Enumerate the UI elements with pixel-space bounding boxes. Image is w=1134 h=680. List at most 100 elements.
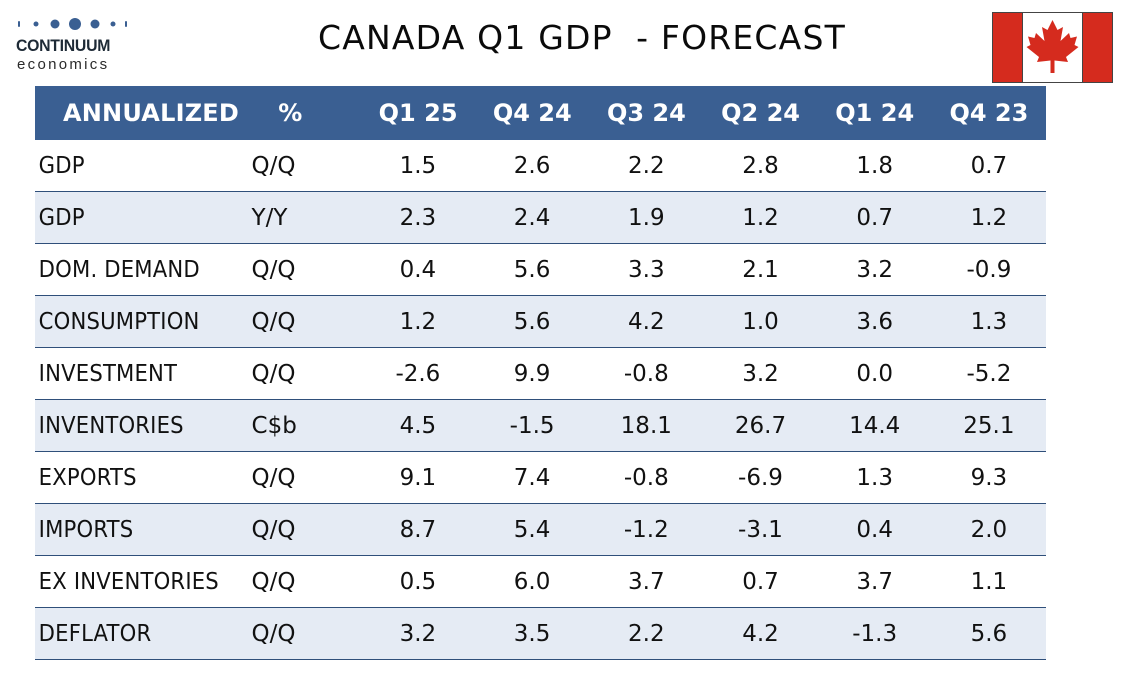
row-value: 0.4 — [856, 516, 893, 543]
row-value: 2.2 — [628, 152, 665, 179]
row-unit: Q/Q — [251, 620, 296, 647]
row-value: 0.7 — [742, 568, 779, 595]
table-row: GDP Q/Q 1.5 2.6 2.2 2.8 1.8 0.7 — [35, 140, 1046, 192]
row-value: 0.4 — [399, 256, 437, 283]
row-label: IMPORTS — [38, 516, 134, 543]
logo-name: CONTINUUM — [16, 36, 111, 55]
page-title: CANADA Q1 GDP - FORECAST — [318, 18, 846, 57]
row-value: 5.6 — [513, 308, 551, 335]
continuum-logo: CONTINUUM economics — [14, 14, 134, 76]
row-unit: Q/Q — [251, 516, 296, 543]
row-value: 3.6 — [856, 308, 893, 335]
row-value: 2.3 — [399, 204, 437, 231]
row-value: 1.8 — [856, 152, 893, 179]
table-row: INVENTORIES C$b 4.5 -1.5 18.1 26.7 14.4 25.1 — [35, 400, 1046, 452]
logo-subtitle: economics — [17, 56, 110, 73]
row-value: 9.1 — [399, 464, 437, 491]
row-value: 25.1 — [963, 412, 1015, 439]
row-value: 6.0 — [513, 568, 551, 595]
row-value: 1.5 — [399, 152, 437, 179]
row-value: 2.0 — [970, 516, 1008, 543]
row-value: 3.3 — [628, 256, 665, 283]
row-value: -0.9 — [966, 256, 1012, 283]
row-label: GDP — [38, 204, 85, 231]
table-row: INVESTMENT Q/Q -2.6 9.9 -0.8 3.2 0.0 -5.2 — [35, 348, 1046, 400]
row-value: 9.3 — [970, 464, 1008, 491]
gdp-forecast-table: ANNUALIZED % Q1 25 Q4 24 Q3 24 Q2 24 Q1 … — [35, 86, 1046, 660]
row-value: -0.8 — [623, 360, 669, 387]
row-value: 0.5 — [399, 568, 437, 595]
row-value: 1.2 — [970, 204, 1008, 231]
row-label: DOM. DEMAND — [38, 256, 200, 283]
row-value: 1.2 — [399, 308, 437, 335]
row-unit: Q/Q — [251, 308, 296, 335]
row-value: 26.7 — [734, 412, 787, 439]
header-period: Q2 24 — [721, 99, 800, 127]
table-row: GDP Y/Y 2.3 2.4 1.9 1.2 0.7 1.2 — [35, 192, 1046, 244]
row-value: -6.9 — [738, 464, 783, 491]
row-value: 2.6 — [513, 152, 551, 179]
row-value: 5.4 — [513, 516, 551, 543]
header-period: Q4 24 — [492, 99, 572, 127]
row-value: 9.9 — [513, 360, 551, 387]
row-label: CONSUMPTION — [38, 308, 200, 335]
row-value: 3.7 — [628, 568, 665, 595]
row-value: 3.5 — [513, 620, 551, 647]
row-label: INVESTMENT — [38, 360, 178, 387]
row-label: EX INVENTORIES — [38, 568, 219, 595]
row-value: 1.3 — [970, 308, 1008, 335]
row-value: 3.7 — [856, 568, 893, 595]
row-value: 1.0 — [742, 308, 779, 335]
table-header-row: ANNUALIZED % Q1 25 Q4 24 Q3 24 Q2 24 Q1 … — [35, 86, 1046, 140]
table-row: DEFLATOR Q/Q 3.2 3.5 2.2 4.2 -1.3 5.6 — [35, 608, 1046, 660]
row-value: 2.4 — [513, 204, 551, 231]
row-unit: Q/Q — [251, 256, 296, 283]
row-value: 0.0 — [856, 360, 893, 387]
row-value: 3.2 — [742, 360, 779, 387]
header-period: Q3 24 — [606, 99, 686, 127]
row-value: 2.1 — [742, 256, 779, 283]
row-value: 4.2 — [742, 620, 779, 647]
row-value: -2.6 — [395, 360, 441, 387]
row-unit: Q/Q — [251, 464, 296, 491]
logo-dots-icon — [18, 18, 127, 30]
row-value: 4.2 — [628, 308, 665, 335]
row-unit: C$b — [251, 412, 297, 439]
row-value: 4.5 — [399, 412, 437, 439]
row-value: 7.4 — [513, 464, 551, 491]
row-label: GDP — [38, 152, 85, 179]
table-row: DOM. DEMAND Q/Q 0.4 5.6 3.3 2.1 3.2 -0.9 — [35, 244, 1046, 296]
row-value: -1.5 — [509, 412, 555, 439]
row-value: -1.3 — [852, 620, 898, 647]
row-value: 1.1 — [970, 568, 1008, 595]
header-unit: % — [278, 99, 303, 127]
header-period: Q1 24 — [835, 99, 915, 127]
row-value: 1.3 — [856, 464, 893, 491]
row-value: 0.7 — [856, 204, 893, 231]
row-value: 5.6 — [513, 256, 551, 283]
table-row: CONSUMPTION Q/Q 1.2 5.6 4.2 1.0 3.6 1.3 — [35, 296, 1046, 348]
header-period: Q1 25 — [378, 99, 458, 127]
row-value: -1.2 — [623, 516, 669, 543]
header-annualized: ANNUALIZED — [63, 99, 240, 127]
table-body: GDP Q/Q 1.5 2.6 2.2 2.8 1.8 0.7 GDP Y/Y 2.3 2.4 1.9 1… — [35, 140, 1046, 660]
row-label: DEFLATOR — [38, 620, 152, 647]
row-value: 1.9 — [628, 204, 665, 231]
row-value: 3.2 — [399, 620, 437, 647]
header-period: Q4 23 — [949, 99, 1029, 127]
table-row: EXPORTS Q/Q 9.1 7.4 -0.8 -6.9 1.3 9.3 — [35, 452, 1046, 504]
row-unit: Q/Q — [251, 568, 296, 595]
canada-flag-icon — [992, 12, 1113, 83]
row-value: -0.8 — [623, 464, 669, 491]
table-row: IMPORTS Q/Q 8.7 5.4 -1.2 -3.1 0.4 2.0 — [35, 504, 1046, 556]
row-value: 5.6 — [970, 620, 1008, 647]
row-unit: Q/Q — [251, 360, 296, 387]
row-value: 18.1 — [620, 412, 672, 439]
row-value: -5.2 — [966, 360, 1012, 387]
row-label: EXPORTS — [38, 464, 137, 491]
row-value: 2.2 — [628, 620, 665, 647]
row-value: 8.7 — [399, 516, 437, 543]
row-value: -3.1 — [738, 516, 783, 543]
row-value: 14.4 — [849, 412, 901, 439]
row-label: INVENTORIES — [38, 412, 184, 439]
